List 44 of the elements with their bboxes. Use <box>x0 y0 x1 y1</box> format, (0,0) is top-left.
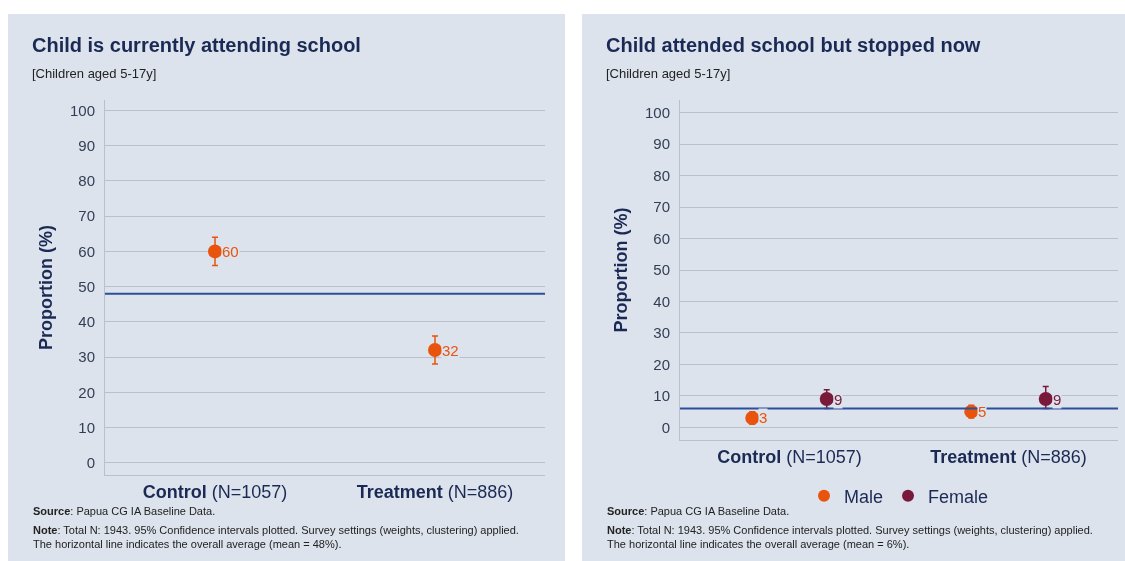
y-axis-title: Proportion (%) <box>36 225 57 350</box>
y-tick-label: 60 <box>653 229 670 247</box>
chart-title: Child is currently attending school <box>32 34 361 56</box>
y-tick-label: 0 <box>661 418 670 436</box>
y-tick-label: 50 <box>653 261 670 279</box>
source-note: Source: Papua CG IA Baseline Data. <box>33 505 216 517</box>
x-tick-label: Control (N=1057) <box>717 446 862 467</box>
chart-subtitle: [Children aged 5-17y] <box>606 66 731 81</box>
y-tick-label: 20 <box>653 355 670 373</box>
data-label: 3 <box>759 409 768 426</box>
y-tick-label: 70 <box>653 198 670 216</box>
y-tick-label: 30 <box>653 324 670 342</box>
y-tick-label: 100 <box>69 101 95 119</box>
y-tick-label: 30 <box>78 348 95 366</box>
y-tick-label: 10 <box>653 387 670 405</box>
y-tick-label: 50 <box>78 277 95 295</box>
text: Note: Total N: 1943. 95% Confidence intervals plotted. Survey settings (weights, clustering) applied. The horizontal line indicates the overall average (mean = 48%). <box>33 524 519 551</box>
legend-label: Male <box>844 486 884 507</box>
chart-subtitle: [Children aged 5-17y] <box>32 66 157 81</box>
y-tick-label: 40 <box>78 313 95 331</box>
y-tick-label: 70 <box>78 207 95 225</box>
source-note: Source: Papua CG IA Baseline Data. <box>607 505 790 517</box>
x-tick-label: Treatment (N=886) <box>356 481 514 502</box>
data-label: 5 <box>978 403 987 420</box>
y-tick-label: 80 <box>78 172 95 190</box>
y-tick-label: 90 <box>653 135 670 153</box>
y-tick-label: 10 <box>78 418 95 436</box>
y-tick-label: 0 <box>86 453 95 471</box>
y-tick-label: 20 <box>78 383 95 401</box>
text: Note: Total N: 1943. 95% Confidence intervals plotted. Survey settings (weights, clustering) applied. The horizontal line indicates the overall average (mean = 6%). <box>607 524 1093 551</box>
y-axis-title: Proportion (%) <box>611 207 632 333</box>
y-tick-label: 80 <box>653 166 670 184</box>
x-tick-label: Treatment (N=886) <box>930 446 1087 467</box>
x-tick-label: Control (N=1057) <box>142 481 288 502</box>
y-tick-label: 100 <box>644 103 670 121</box>
legend-label: Female <box>928 486 989 507</box>
y-tick-label: 90 <box>78 137 95 155</box>
data-label: 9 <box>1053 391 1062 408</box>
data-label: 60 <box>222 243 239 260</box>
y-tick-label: 60 <box>78 242 95 260</box>
data-label: 9 <box>834 391 843 408</box>
data-label: 32 <box>442 342 459 359</box>
y-tick-label: 40 <box>653 292 670 310</box>
chart-title: Child attended school but stopped now <box>606 34 981 56</box>
